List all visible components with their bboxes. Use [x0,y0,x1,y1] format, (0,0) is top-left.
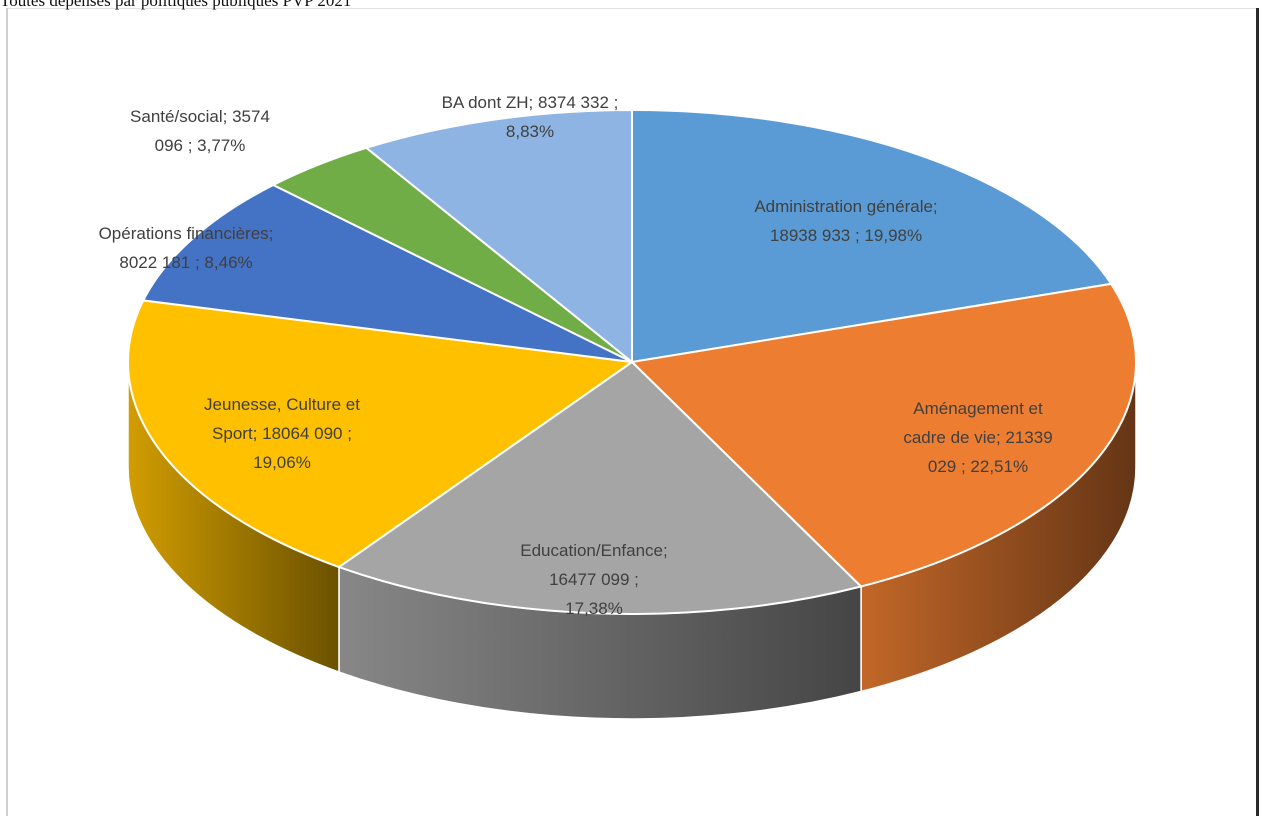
slice-label-line: 17,38% [565,599,623,618]
pie-slice-6 [364,108,633,365]
pie-labels: Administration générale; 18938 933 ; 19,9… [99,93,1053,618]
pie-slice-0 [631,108,1113,364]
slice-label-2: Education/Enfance; 16477 099 ; 17,38% [520,541,667,618]
pie-slices [127,108,1137,615]
pie-slice-1 [629,282,1137,588]
slice-label-line: Sport; 18064 090 ; [212,424,352,443]
frame-left-border [6,8,8,816]
slice-label-line: cadre de vie; 21339 [903,428,1052,447]
slice-label-line: BA dont ZH; 8374 332 ; [442,93,619,112]
slice-label-0: Administration générale; 18938 933 ; 19,9… [754,197,937,245]
slice-label-line: 16477 099 ; [549,570,639,589]
slice-label-line: 096 ; 3,77% [155,136,246,155]
slice-label-5: Santé/social; 3574 096 ; 3,77% [130,107,270,155]
slice-label-4: Opérations financières; 8022 181 ; 8,46% [99,224,274,272]
frame-top-border [6,8,1258,9]
pie-slice-4 [141,183,633,363]
slice-label-line: Opérations financières; [99,224,274,243]
pie-slice-3 [127,299,635,569]
chart-caption: Toutes dépenses par politiques publiques… [0,0,352,10]
slice-label-line: 8,83% [506,122,554,141]
slice-label-line: Administration générale; [754,197,937,216]
slice-label-3: Jeunesse, Culture et Sport; 18064 090 ; 19… [204,395,360,472]
slice-label-line: 8022 181 ; 8,46% [119,253,252,272]
slice-label-1: Aménagement et cadre de vie; 21339 029 ; 2… [903,399,1052,476]
slice-label-line: Education/Enfance; [520,541,667,560]
slice-label-line: 029 ; 22,51% [928,457,1028,476]
pie-slice-2 [336,360,864,615]
slice-label-line: Jeunesse, Culture et [204,395,360,414]
frame-right-border [1256,8,1259,816]
slice-label-line: 18938 933 ; 19,98% [770,226,922,245]
slice-label-line: 19,06% [253,453,311,472]
slice-label-line: Aménagement et [913,399,1043,418]
slice-label-line: Santé/social; 3574 [130,107,270,126]
slice-label-6: BA dont ZH; 8374 332 ; 8,83% [442,93,619,141]
